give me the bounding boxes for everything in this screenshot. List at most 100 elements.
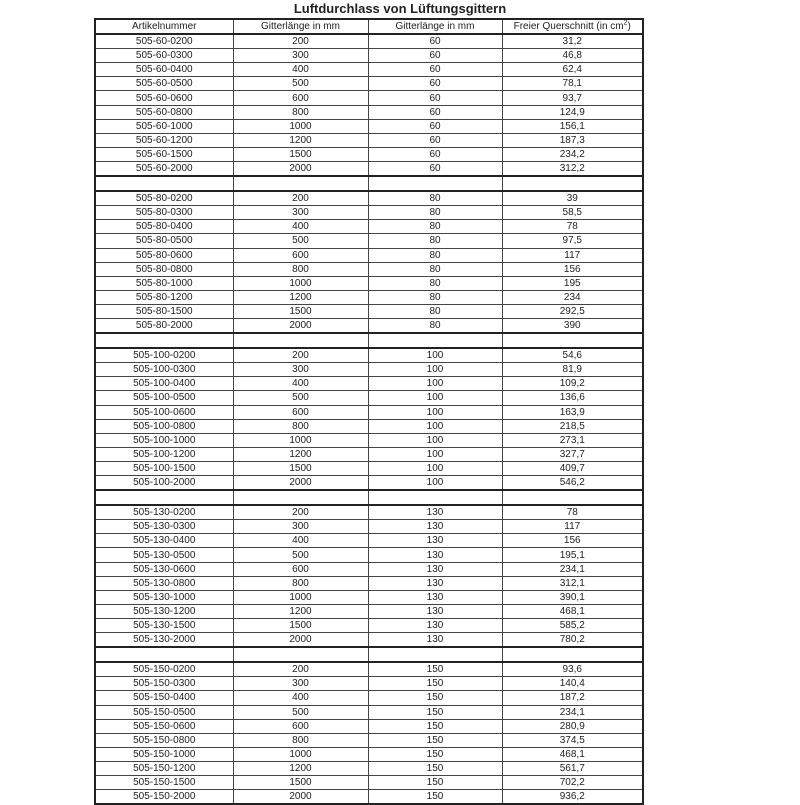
- cell-grid-height: 100: [367, 460, 503, 477]
- cell-article-number: 505-130-0200: [94, 504, 234, 521]
- cell-grid-length: 1500: [232, 303, 369, 319]
- cell-free-cross-section: 390: [501, 317, 644, 334]
- table-row: 505-100-0400 400 100 109,2: [94, 376, 644, 392]
- cell-grid-height: 80: [367, 303, 503, 319]
- cell-free-cross-section: 936,2: [501, 789, 644, 805]
- cell-free-cross-section: 468,1: [501, 603, 644, 619]
- cell-free-cross-section: 81,9: [501, 362, 644, 378]
- cell-grid-length: 2000: [232, 632, 369, 648]
- table-row: 505-150-1200 1200 150 561,7: [94, 760, 644, 776]
- cell-article-number: 505-150-0800: [94, 732, 234, 748]
- cell-grid-length: 300: [232, 519, 369, 535]
- cell-article-number: 505-60-1000: [94, 118, 234, 134]
- cell-grid-length: 400: [232, 219, 369, 235]
- cell-grid-length: 2000: [232, 475, 369, 491]
- cell-free-cross-section: 78: [501, 504, 644, 521]
- cell-article-number: 505-100-0800: [94, 418, 234, 434]
- cell-free-cross-section: 93,6: [501, 661, 644, 678]
- empty-cell: [94, 489, 234, 507]
- cell-grid-length: 1200: [232, 289, 369, 305]
- cell-grid-height: 150: [367, 661, 503, 678]
- cell-grid-length: 200: [232, 190, 369, 207]
- cell-free-cross-section: 585,2: [501, 617, 644, 634]
- cell-grid-length: 400: [232, 376, 369, 392]
- cell-free-cross-section: 58,5: [501, 205, 644, 221]
- table-row: 505-150-2000 2000 150 936,2: [94, 789, 644, 805]
- cell-article-number: 505-80-2000: [94, 317, 234, 334]
- cell-free-cross-section: 780,2: [501, 632, 644, 648]
- cell-grid-length: 500: [232, 76, 369, 92]
- cell-grid-length: 300: [232, 48, 369, 64]
- cell-free-cross-section: 280,9: [501, 718, 644, 734]
- spacer-row: [94, 175, 644, 193]
- cell-article-number: 505-80-0800: [94, 261, 234, 277]
- table-row: 505-150-0800 800 150 374,5: [94, 732, 644, 748]
- cell-free-cross-section: 409,7: [501, 460, 644, 477]
- cell-grid-height: 60: [367, 48, 503, 64]
- cell-grid-height: 80: [367, 205, 503, 221]
- cell-free-cross-section: 140,4: [501, 676, 644, 692]
- table-row: 505-80-2000 2000 80 390: [94, 317, 644, 334]
- cell-grid-height: 60: [367, 146, 503, 162]
- cell-grid-height: 130: [367, 547, 503, 563]
- table-row: 505-100-0300 300 100 81,9: [94, 362, 644, 378]
- cell-article-number: 505-60-0600: [94, 90, 234, 106]
- cell-free-cross-section: 117: [501, 519, 644, 535]
- cell-article-number: 505-60-1500: [94, 146, 234, 162]
- cell-article-number: 505-100-1000: [94, 432, 234, 448]
- cell-free-cross-section: 163,9: [501, 404, 644, 420]
- cell-grid-height: 80: [367, 289, 503, 305]
- cell-grid-height: 80: [367, 233, 503, 249]
- cell-article-number: 505-150-0600: [94, 718, 234, 734]
- cell-article-number: 505-150-0200: [94, 661, 234, 678]
- table-row: 505-80-0400 400 80 78: [94, 219, 644, 235]
- cell-grid-length: 600: [232, 90, 369, 106]
- cell-article-number: 505-80-0400: [94, 219, 234, 235]
- cell-free-cross-section: 312,1: [501, 575, 644, 591]
- cell-article-number: 505-130-0300: [94, 519, 234, 535]
- cell-grid-length: 200: [232, 661, 369, 678]
- cell-article-number: 505-80-0500: [94, 233, 234, 249]
- cell-grid-length: 800: [232, 418, 369, 434]
- airflow-table: Artikelnummer Gitterlänge in mm Gitterlä…: [94, 18, 644, 805]
- cell-grid-length: 2000: [232, 317, 369, 334]
- cell-article-number: 505-130-0500: [94, 547, 234, 563]
- cell-free-cross-section: 109,2: [501, 376, 644, 392]
- cell-article-number: 505-150-0400: [94, 690, 234, 706]
- spacer-row: [94, 332, 644, 350]
- cell-grid-length: 300: [232, 205, 369, 221]
- cell-article-number: 505-80-1200: [94, 289, 234, 305]
- spacer-row: [94, 646, 644, 664]
- empty-cell: [232, 489, 369, 507]
- table-row: 505-60-0400 400 60 62,4: [94, 62, 644, 78]
- cell-free-cross-section: 234: [501, 289, 644, 305]
- cell-grid-length: 1200: [232, 603, 369, 619]
- cell-article-number: 505-100-2000: [94, 475, 234, 491]
- cell-free-cross-section: 46,8: [501, 48, 644, 64]
- cell-free-cross-section: 78,1: [501, 76, 644, 92]
- cell-grid-length: 800: [232, 261, 369, 277]
- empty-cell: [94, 646, 234, 664]
- cell-grid-height: 100: [367, 475, 503, 491]
- cell-article-number: 505-60-0200: [94, 33, 234, 50]
- cell-grid-height: 130: [367, 561, 503, 577]
- cell-article-number: 505-100-0200: [94, 347, 234, 364]
- cell-article-number: 505-80-1000: [94, 275, 234, 291]
- cell-free-cross-section: 292,5: [501, 303, 644, 319]
- cell-free-cross-section: 97,5: [501, 233, 644, 249]
- cell-article-number: 505-130-1200: [94, 603, 234, 619]
- empty-cell: [501, 332, 644, 350]
- cell-grid-height: 80: [367, 317, 503, 334]
- cell-article-number: 505-130-1500: [94, 617, 234, 634]
- cell-grid-height: 80: [367, 261, 503, 277]
- cell-grid-length: 800: [232, 732, 369, 748]
- table-row: 505-130-0500 500 130 195,1: [94, 547, 644, 563]
- table-row: 505-100-1000 1000 100 273,1: [94, 432, 644, 448]
- cell-grid-length: 500: [232, 233, 369, 249]
- table-row: 505-150-0400 400 150 187,2: [94, 690, 644, 706]
- cell-free-cross-section: 124,9: [501, 104, 644, 120]
- cell-free-cross-section: 327,7: [501, 446, 644, 462]
- spacer-row: [94, 489, 644, 507]
- cell-free-cross-section: 156: [501, 261, 644, 277]
- header-grid-length: Gitterlänge in mm: [232, 18, 369, 36]
